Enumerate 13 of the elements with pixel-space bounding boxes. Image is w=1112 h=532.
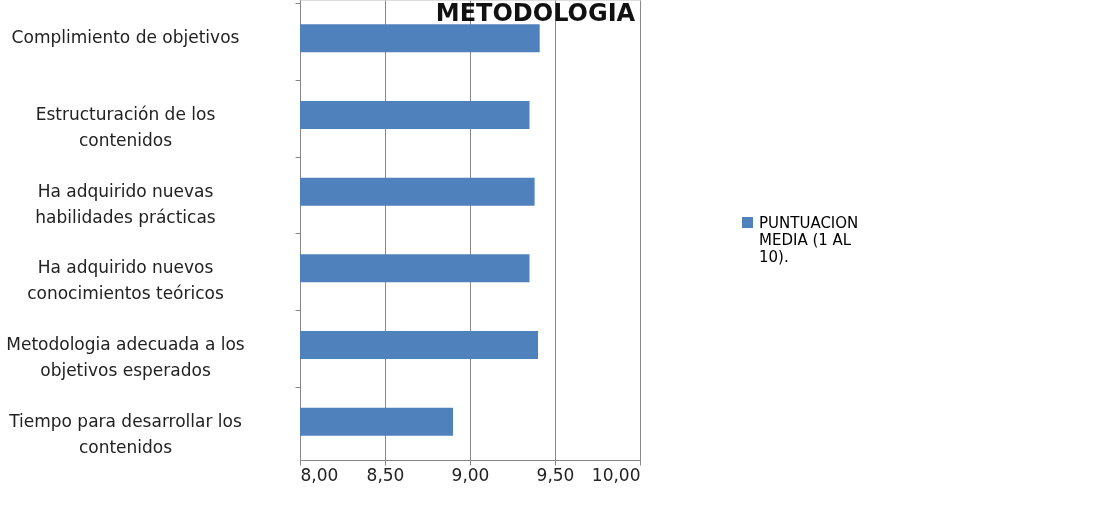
x-tick-label: 8,00	[300, 464, 339, 485]
y-tick-label: Metodologia adecuada a los objetivos esperados	[6, 334, 245, 380]
x-tick-label: 10,00	[591, 464, 641, 485]
chart-title: METODOLOGIA	[435, 0, 636, 27]
y-tick-label: Ha adquirido nuevas habilidades prácticas	[35, 180, 216, 227]
x-tick-label: 8,50	[366, 464, 405, 485]
y-tick-label: Ha adquirido nuevos conocimientos teóricos	[27, 257, 224, 304]
x-tick-label: 9,00	[451, 464, 490, 485]
y-tick-label: Complimiento de objetivos	[11, 27, 240, 48]
y-tick-label: Tiempo para desarrollar los contenidos	[8, 410, 242, 457]
y-tick-label: Estructuración de los contenidos	[35, 104, 216, 150]
legend-label: PUNTUACION MEDIA (1 AL 10).	[759, 213, 859, 266]
x-tick-label: 9,50	[536, 464, 575, 485]
